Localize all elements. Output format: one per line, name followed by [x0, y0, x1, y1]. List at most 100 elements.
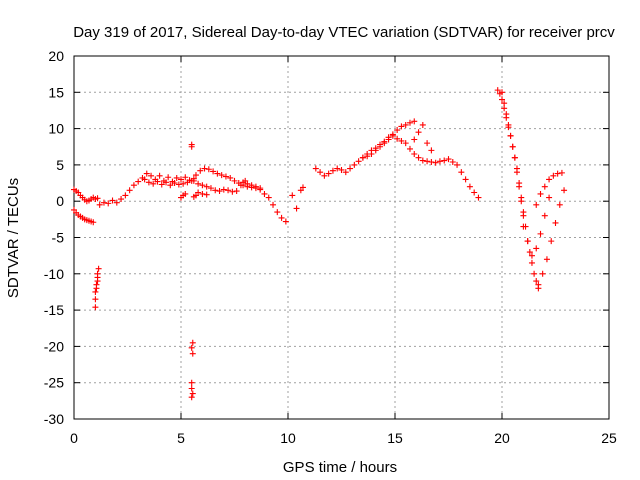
- data-point: [92, 288, 99, 295]
- data-point: [364, 153, 371, 160]
- series-midday-c: [178, 189, 210, 201]
- data-point: [518, 198, 525, 205]
- data-point: [248, 182, 255, 189]
- data-point: [141, 176, 148, 183]
- data-point: [205, 166, 212, 173]
- data-point: [541, 212, 548, 219]
- data-point: [229, 188, 236, 195]
- data-point: [411, 136, 418, 143]
- data-point: [203, 183, 210, 190]
- data-point: [535, 281, 542, 288]
- data-point: [188, 143, 195, 150]
- data-point: [548, 238, 555, 245]
- data-point: [505, 121, 512, 128]
- data-point: [432, 159, 439, 166]
- y-tick-label: -5: [52, 230, 65, 246]
- data-point: [207, 185, 214, 192]
- data-point: [539, 270, 546, 277]
- data-point: [158, 181, 165, 188]
- data-point: [148, 172, 155, 179]
- data-point: [240, 179, 247, 186]
- series-evening-rise: [312, 118, 418, 179]
- data-point: [257, 185, 264, 192]
- y-tick-label: -10: [44, 266, 64, 282]
- data-point: [398, 137, 405, 144]
- data-point: [173, 174, 180, 181]
- data-point: [334, 165, 341, 172]
- data-point: [180, 180, 187, 187]
- data-point: [419, 121, 426, 128]
- data-point: [520, 223, 527, 230]
- data-point: [293, 205, 300, 212]
- data-point: [550, 172, 557, 179]
- data-point: [541, 183, 548, 190]
- series-afternoon-drop: [240, 179, 289, 225]
- data-point: [402, 121, 409, 128]
- data-point: [415, 129, 422, 136]
- data-point: [552, 219, 559, 226]
- data-point: [93, 281, 100, 288]
- chart-title: Day 319 of 2017, Sidereal Day-to-day VTE…: [73, 24, 615, 41]
- data-point: [385, 136, 392, 143]
- data-point: [325, 170, 332, 177]
- data-point: [355, 158, 362, 165]
- data-point: [189, 339, 196, 346]
- data-point: [192, 172, 199, 179]
- data-point: [94, 195, 101, 202]
- data-point: [163, 179, 170, 186]
- series-recovery-b: [520, 194, 553, 259]
- data-point: [537, 230, 544, 237]
- data-point: [526, 249, 533, 256]
- data-point: [406, 119, 413, 126]
- data-point: [499, 96, 505, 103]
- data-point: [424, 158, 431, 165]
- data-point: [90, 219, 97, 226]
- data-point: [546, 194, 553, 201]
- series-steep-fall-b: [499, 89, 527, 219]
- y-tick-label: 0: [56, 193, 64, 209]
- data-point: [270, 201, 277, 208]
- data-point: [509, 143, 516, 150]
- data-point: [167, 182, 174, 189]
- data-point: [92, 304, 99, 311]
- x-tick-label: 15: [387, 430, 403, 446]
- data-point: [445, 156, 452, 163]
- data-point: [178, 176, 184, 183]
- data-point: [516, 183, 523, 190]
- data-point: [546, 176, 553, 183]
- series-spike-5.5h: [188, 141, 196, 401]
- data-point: [165, 174, 172, 181]
- data-point: [100, 199, 107, 206]
- data-point: [394, 127, 401, 134]
- series-morning-rise: [96, 170, 197, 208]
- data-point: [227, 174, 234, 181]
- series-early-lower: [71, 206, 97, 226]
- data-point: [415, 154, 422, 161]
- grid-lines: [74, 56, 609, 419]
- data-point: [282, 218, 289, 225]
- data-point: [143, 170, 150, 177]
- data-point: [524, 238, 531, 245]
- data-point: [188, 379, 195, 386]
- data-point: [411, 151, 418, 158]
- data-point: [317, 169, 324, 176]
- data-point: [507, 132, 514, 139]
- series-recovery-a: [535, 187, 568, 288]
- data-point: [503, 111, 510, 118]
- data-point: [556, 201, 563, 208]
- series-early-upper: [71, 186, 101, 205]
- data-point: [197, 167, 204, 174]
- y-tick-label: 5: [56, 157, 64, 173]
- data-point: [96, 201, 103, 208]
- data-point: [216, 188, 223, 195]
- data-point: [554, 170, 561, 177]
- data-point: [389, 132, 396, 139]
- data-point: [511, 154, 518, 161]
- data-point: [109, 197, 116, 204]
- data-point: [475, 194, 482, 201]
- x-tick-label: 20: [494, 430, 510, 446]
- data-point: [499, 89, 505, 96]
- data-point: [428, 147, 435, 154]
- data-point: [188, 385, 195, 392]
- data-point: [419, 157, 426, 164]
